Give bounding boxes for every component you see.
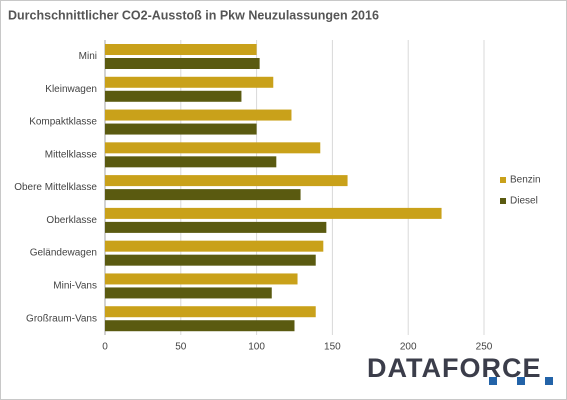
chart-title: Durchschnittlicher CO2-Ausstoß in Pkw Ne…: [8, 8, 379, 22]
bar: [105, 156, 277, 168]
logo-square: [489, 377, 497, 385]
y-tick-label: Mini: [79, 51, 97, 62]
bar: [105, 189, 301, 201]
y-tick-label: Geländewagen: [30, 248, 97, 259]
legend-label: Diesel: [510, 196, 538, 207]
y-tick-label: Obere Mittelklasse: [14, 182, 97, 193]
bar: [105, 320, 295, 332]
x-tick-label: 150: [324, 342, 341, 353]
bar: [105, 240, 324, 252]
bar: [105, 109, 292, 121]
y-tick-label: Oberklasse: [46, 215, 97, 226]
y-tick-label: Mittelklasse: [45, 149, 98, 160]
y-tick-label: Kleinwagen: [45, 84, 97, 95]
x-tick-label: 200: [400, 342, 417, 353]
logo-square: [545, 377, 553, 385]
x-tick-label: 50: [175, 342, 187, 353]
legend-label: Benzin: [510, 175, 541, 186]
bar: [105, 90, 242, 102]
bar: [105, 175, 348, 187]
bar: [105, 306, 316, 318]
y-tick-label: Kompaktklasse: [29, 117, 97, 128]
bar: [105, 58, 260, 69]
bar: [105, 76, 274, 88]
logo-square: [517, 377, 525, 385]
y-tick-label: Mini-Vans: [53, 280, 97, 291]
bar: [105, 142, 321, 154]
bar: [105, 123, 257, 135]
legend-swatch: [500, 198, 506, 204]
bar: [105, 287, 272, 299]
x-tick-label: 0: [102, 342, 108, 353]
x-tick-label: 100: [248, 342, 265, 353]
bar: [105, 44, 257, 55]
bar: [105, 254, 316, 266]
bar: [105, 221, 327, 233]
logo: DATAFORCE: [367, 353, 541, 383]
bar: [105, 207, 442, 219]
y-tick-label: Großraum-Vans: [26, 313, 97, 324]
x-tick-label: 250: [476, 342, 493, 353]
bar: [105, 273, 298, 285]
legend-swatch: [500, 177, 506, 183]
